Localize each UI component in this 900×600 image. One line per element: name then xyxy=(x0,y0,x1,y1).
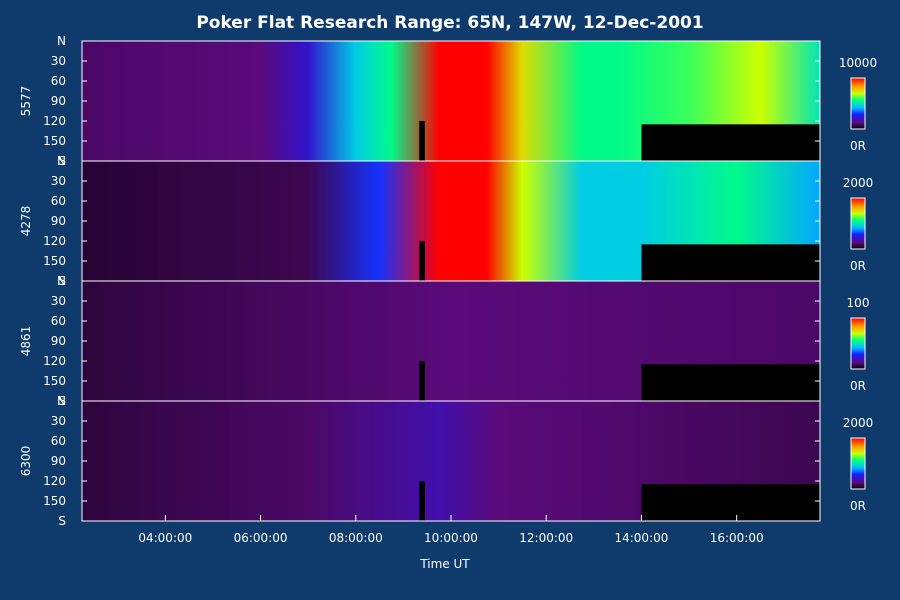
y-tick-label: N xyxy=(57,154,66,168)
y-tick-label: 60 xyxy=(51,74,66,88)
data-gap-0 xyxy=(419,241,425,281)
colorbar-max-label: 10000 xyxy=(839,56,877,70)
colorbar-max-label: 100 xyxy=(847,296,870,310)
y-tick-label: N xyxy=(57,274,66,288)
keogram-panel-4278: N 30 60 90 120 150 S 4278 2000 0R xyxy=(19,154,873,288)
y-tick-label: 120 xyxy=(43,354,66,368)
y-tick-label: 30 xyxy=(51,54,66,68)
y-tick-label: 120 xyxy=(43,114,66,128)
y-tick-label: 90 xyxy=(51,454,66,468)
panel-label-5577: 5577 xyxy=(19,86,33,117)
colorbar-min-label: 0R xyxy=(850,139,866,153)
colorbar-min-label: 0R xyxy=(850,379,866,393)
data-gap-1 xyxy=(641,244,820,281)
data-gap-1 xyxy=(641,364,820,401)
y-tick-label: 120 xyxy=(43,234,66,248)
x-tick-label: 14:00:00 xyxy=(614,531,668,545)
colorbar-min-label: 0R xyxy=(850,499,866,513)
y-tick-label: 150 xyxy=(43,254,66,268)
colorbar-min-label: 0R xyxy=(850,259,866,273)
y-tick-label: 60 xyxy=(51,194,66,208)
colorbar-max-label: 2000 xyxy=(843,176,874,190)
panel-label-4278: 4278 xyxy=(19,206,33,237)
y-tick-label: 90 xyxy=(51,214,66,228)
y-tick-label: S xyxy=(58,274,66,288)
x-tick-label: 16:00:00 xyxy=(710,531,764,545)
y-tick-label: N xyxy=(57,34,66,48)
y-tick-label: N xyxy=(57,394,66,408)
panels-layer: N 30 60 90 120 150 S 5577 10000 0R N 30 60 90 120 150 S 4… xyxy=(19,34,877,528)
y-tick-label: 150 xyxy=(43,374,66,388)
y-tick-label: 90 xyxy=(51,334,66,348)
chart-title: Poker Flat Research Range: 65N, 147W, 12… xyxy=(196,13,703,33)
x-tick-label: 12:00:00 xyxy=(519,531,573,545)
keogram-panel-4861: N 30 60 90 120 150 S 4861 100 0R xyxy=(19,274,869,408)
x-tick-label: 06:00:00 xyxy=(234,531,288,545)
keogram-panel-6300: N 30 60 90 120 150 S 6300 2000 0R xyxy=(19,394,873,528)
y-tick-label: 150 xyxy=(43,134,66,148)
y-tick-label: 120 xyxy=(43,474,66,488)
y-tick-label: 30 xyxy=(51,174,66,188)
y-tick-label: 60 xyxy=(51,314,66,328)
y-tick-label: 90 xyxy=(51,94,66,108)
data-gap-1 xyxy=(641,124,820,161)
keogram-panel-5577: N 30 60 90 120 150 S 5577 10000 0R xyxy=(19,34,877,168)
colorbar-4278 xyxy=(850,197,866,250)
panel-label-6300: 6300 xyxy=(19,446,33,477)
y-tick-label: 60 xyxy=(51,434,66,448)
y-tick-label: S xyxy=(58,394,66,408)
x-tick-label: 10:00:00 xyxy=(424,531,478,545)
colorbar-6300 xyxy=(850,437,866,490)
y-tick-label: 30 xyxy=(51,294,66,308)
y-tick-label: 150 xyxy=(43,494,66,508)
colorbar-5577 xyxy=(850,77,866,130)
y-tick-label: S xyxy=(58,154,66,168)
y-tick-label: S xyxy=(58,514,66,528)
x-tick-label: 08:00:00 xyxy=(329,531,383,545)
data-gap-0 xyxy=(419,361,425,401)
data-gap-0 xyxy=(419,121,425,161)
panel-label-4861: 4861 xyxy=(19,326,33,357)
colorbar-4861 xyxy=(850,317,866,370)
y-tick-label: 30 xyxy=(51,414,66,428)
x-axis-label: Time UT xyxy=(419,557,470,571)
data-gap-0 xyxy=(419,481,425,521)
x-axis: 04:00:00 06:00:00 08:00:00 10:00:00 12:00:00… xyxy=(138,515,764,545)
x-tick-label: 04:00:00 xyxy=(138,531,192,545)
colorbar-max-label: 2000 xyxy=(843,416,874,430)
data-gap-1 xyxy=(641,484,820,521)
